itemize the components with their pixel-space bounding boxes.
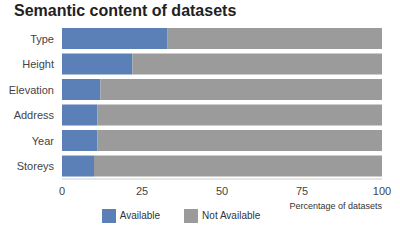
html-text:Not Available: Not Available [202,209,261,221]
svg-text:75: 75 [296,185,308,197]
svg-text:Percentage of datasets: Percentage of datasets [289,201,382,211]
svg-text:Address: Address [14,109,55,121]
svg-text:Elevation: Elevation [9,84,54,96]
svg-text:Height: Height [22,58,54,70]
html-text:Available: Available [119,209,161,221]
svg-text:0: 0 [59,185,65,197]
svg-text:Year: Year [32,135,55,147]
svg-text:100: 100 [373,185,391,197]
svg-text:Type: Type [30,33,54,45]
svg-text:Storeys: Storeys [17,160,55,172]
svg-text:50: 50 [216,185,228,197]
html-text:Semantic content of datasets: Semantic content of datasets [14,2,237,19]
svg-text:25: 25 [136,185,148,197]
